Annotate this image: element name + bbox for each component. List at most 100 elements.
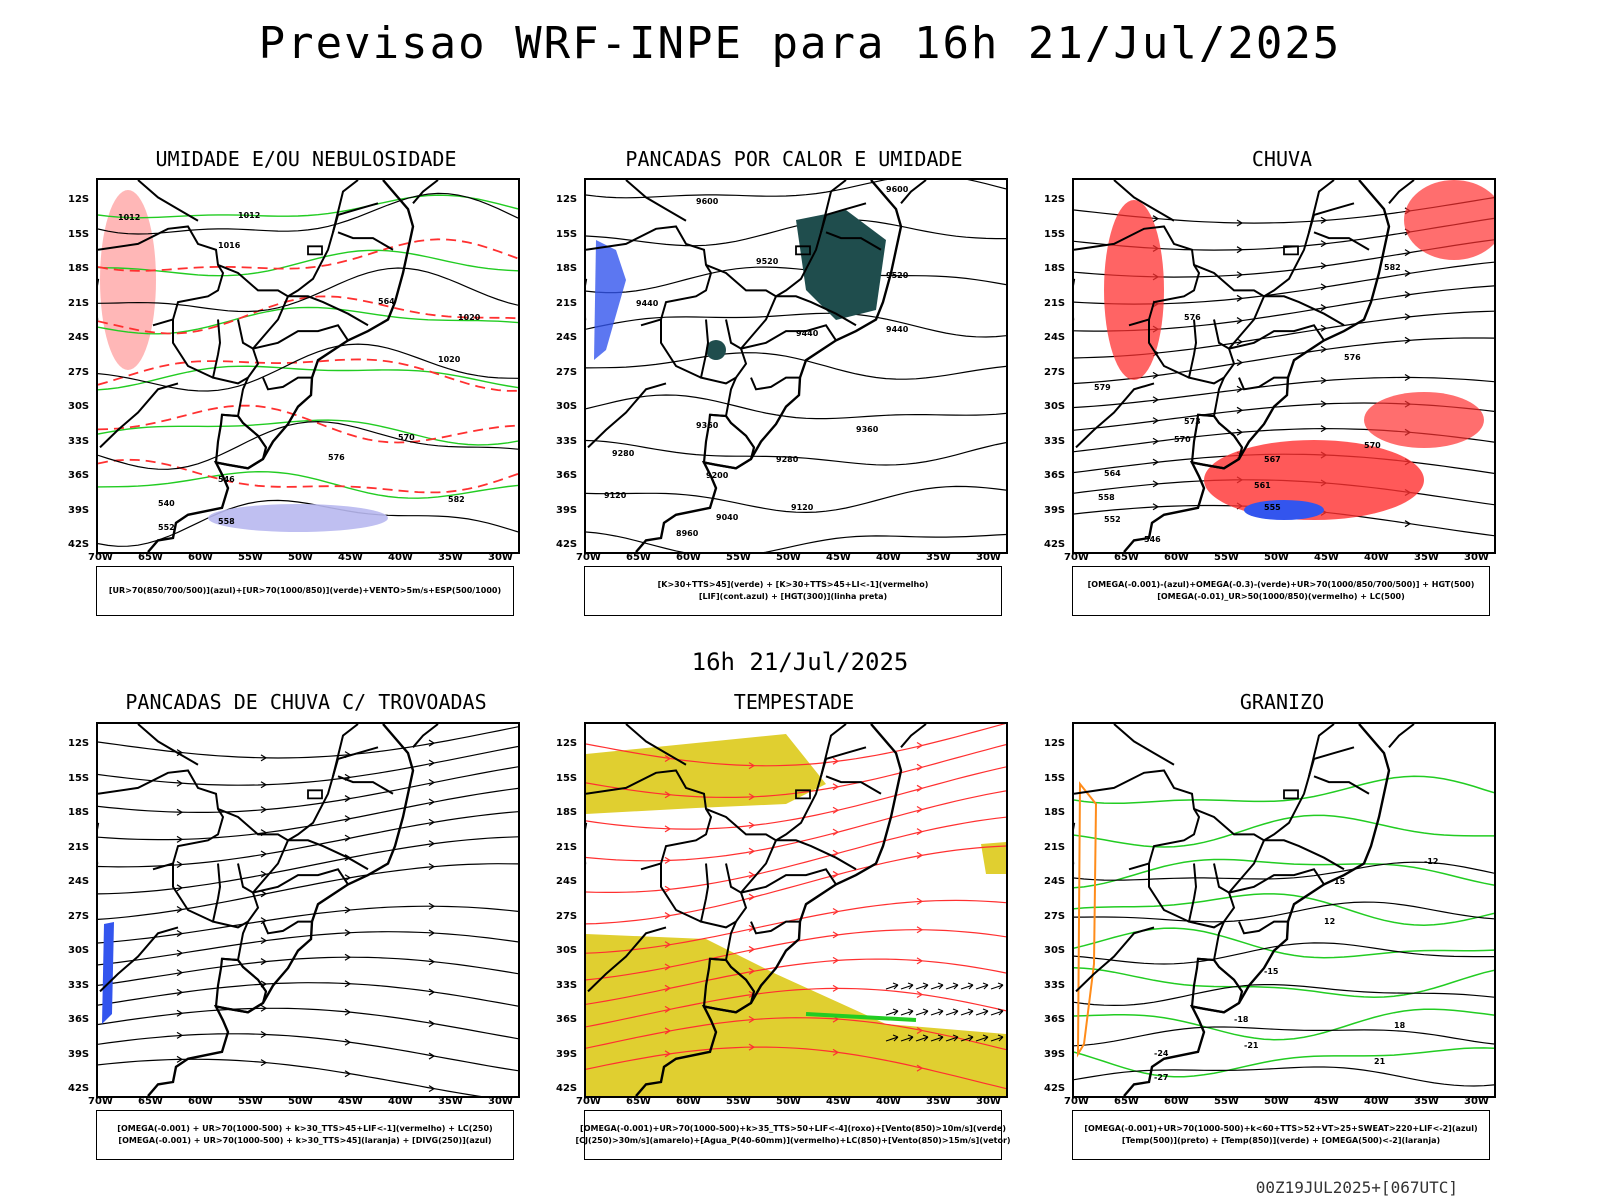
latitude-label: 39S [556, 1048, 578, 1060]
streamline-arrow [1152, 437, 1160, 445]
contour-label: 9520 [886, 271, 909, 280]
streamline-arrow [176, 930, 184, 938]
streamline-arrow [260, 1004, 268, 1012]
border-line [288, 839, 369, 871]
streamline-arrow [428, 759, 436, 767]
streamline-arrow [428, 778, 436, 787]
longitude-label: 45W [1314, 1096, 1339, 1107]
streamline-arrow [1236, 428, 1244, 436]
longitude-label: 65W [626, 1096, 651, 1107]
hgt300-contour [586, 312, 1006, 338]
streamline [586, 790, 1006, 862]
wind-vector [900, 1008, 914, 1016]
map-canvas: 582 576 576 579 573 570 570 567 564 561 558 555 552 5… [1074, 180, 1494, 552]
border-line [1148, 319, 1190, 379]
streamline-arrow [428, 1020, 436, 1028]
panel-title: UMIDADE E/OU NEBULOSIDADE [155, 147, 457, 171]
latitude-label: 39S [556, 504, 578, 516]
longitude-label: 60W [188, 552, 213, 563]
streamline-arrow [428, 818, 436, 826]
wind-vector [960, 1034, 974, 1042]
border-line [412, 180, 439, 204]
border-line [825, 231, 882, 251]
contour-label: 570 [398, 433, 415, 442]
map-canvas: 9600 9600 9520 9520 9440 9440 9440 9360 9360 9280… [586, 180, 1006, 552]
jet-area-yellow [981, 842, 1006, 874]
latitude-label: 39S [68, 1048, 90, 1060]
hgt300-contour [586, 180, 1006, 199]
hgt300-contour [586, 218, 1006, 247]
legend-line: [OMEGA(-0.001)+UR>70(1000-500)+k>35_TTS>… [580, 1124, 1006, 1133]
wind-vector [900, 982, 914, 990]
latitude-label: 18S [556, 263, 578, 274]
contour-label: 546 [1144, 535, 1161, 544]
temp850-contour-green [1074, 775, 1494, 805]
hgt300-contour [586, 485, 1006, 514]
latitude-label: 36S [556, 470, 578, 481]
latitude-label: 12S [556, 194, 578, 205]
streamline-arrow [260, 937, 268, 945]
streamline [1074, 337, 1494, 385]
hgt300-contour [586, 439, 1006, 466]
streamline [98, 766, 518, 813]
streamline-arrow [260, 781, 268, 789]
longitude-label: 65W [138, 552, 163, 563]
border-line [221, 413, 267, 448]
latitude-label: 18S [68, 263, 90, 274]
longitude-label: 55W [726, 552, 751, 563]
pressure-contour [98, 267, 518, 313]
streamline-arrow [1404, 313, 1412, 321]
border-line [1187, 319, 1236, 385]
uruguay-border [214, 413, 268, 470]
uruguay-border [1190, 957, 1244, 1014]
panel-legend: [OMEGA(-0.001)+UR>70(1000-500)+k>35_TTS>… [575, 1110, 1011, 1160]
lake-outline [307, 245, 323, 256]
legend-line: [K>30+TTS>45](verde) + [K>30+TTS>45+LI<-… [657, 580, 929, 589]
wind-vector [900, 1034, 914, 1042]
streamline [98, 931, 518, 966]
border-line [1113, 724, 1175, 766]
streamline-arrow [1152, 503, 1160, 511]
longitude-label: 40W [876, 552, 901, 563]
streamline-arrow [916, 851, 924, 859]
border-line [1264, 839, 1345, 871]
temp500-contour-black [1074, 901, 1494, 923]
streamline-arrow [176, 808, 184, 816]
streamline-arrow [176, 779, 184, 787]
border-line [587, 926, 667, 993]
contour-label: -21 [1244, 1041, 1259, 1050]
wind-vector [930, 1034, 944, 1042]
hgt300-contour [586, 394, 1006, 420]
wind-vector [930, 982, 944, 990]
contour-label: 561 [1254, 481, 1271, 490]
coastline [147, 724, 415, 1096]
forecast-map: 582 576 576 579 573 570 570 567 564 561 558 555 552 5… [1072, 178, 1496, 554]
border-line [1074, 225, 1201, 327]
coastline [635, 180, 903, 552]
streamline-arrow [344, 906, 352, 914]
humidity-contour-green [98, 306, 518, 335]
longitude-label: 45W [1314, 552, 1339, 563]
longitude-label: 40W [1364, 1096, 1389, 1107]
uruguay-border [214, 957, 268, 1014]
contour-label: 540 [158, 499, 175, 508]
streamline-arrow [1320, 304, 1328, 312]
legend-line: [OMEGA(-0.001)+UR>70(1000-500)+k<60+TTS>… [1084, 1124, 1478, 1133]
wind-vector [990, 1034, 1004, 1042]
lake-outline [1283, 789, 1299, 800]
forecast-map: 9600 9600 9520 9520 9440 9440 9440 9360 9360 9280… [584, 178, 1008, 554]
streamline-arrow [1404, 336, 1412, 344]
forecast-map [96, 722, 520, 1098]
contour-label: 1016 [218, 241, 241, 250]
longitude-label: 50W [288, 552, 313, 563]
latitude-label: 15S [556, 228, 578, 240]
border-line [820, 180, 847, 233]
latitude-label: 24S [556, 332, 578, 343]
legend-line: [OMEGA(-0.001) + UR>70(1000-500) + k>30_… [118, 1136, 492, 1145]
border-line [1308, 724, 1335, 777]
contour-label: 567 [1264, 455, 1281, 464]
hgt300-contour [586, 352, 1006, 380]
streamline-arrow [344, 795, 352, 803]
legend-line: [OMEGA(-0.001) + UR>70(1000-500) + k>30_… [117, 1124, 493, 1133]
wind-vector [885, 1034, 899, 1042]
